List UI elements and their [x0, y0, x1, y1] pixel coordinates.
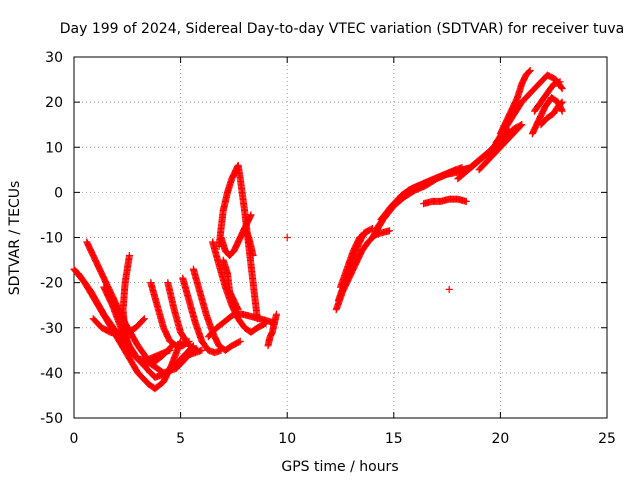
- series-arc-5: [89, 315, 148, 338]
- series-arc-13: [215, 161, 261, 323]
- data-point: [525, 67, 533, 75]
- series-arc-17: [264, 310, 280, 350]
- data-point: [556, 78, 564, 86]
- y-tick-label: 0: [54, 185, 63, 201]
- series-outlier-1: [283, 234, 291, 241]
- series-arc-32: [537, 98, 566, 129]
- data-point: [249, 252, 257, 259]
- data-point: [458, 164, 466, 172]
- y-tick-label: -10: [40, 231, 63, 247]
- axis-ticks: [73, 56, 608, 419]
- data-point: [283, 234, 291, 241]
- data-point: [166, 346, 174, 354]
- series-arc-23: [377, 164, 466, 223]
- series-arc-20: [337, 229, 370, 291]
- data-point: [139, 316, 147, 324]
- data-point: [234, 306, 242, 314]
- data-point: [526, 67, 534, 74]
- series-arc-9: [179, 274, 225, 357]
- data-point: [445, 285, 453, 293]
- x-tick-label: 25: [598, 431, 616, 447]
- chart-title: Day 199 of 2024, Sidereal Day-to-day VTE…: [60, 21, 624, 37]
- data-point: [557, 84, 565, 91]
- x-tick-label: 0: [70, 431, 79, 447]
- data-point: [361, 230, 369, 238]
- y-tick-label: 30: [45, 50, 63, 66]
- x-tick-label: 5: [176, 431, 185, 447]
- series-arc-10: [189, 265, 244, 354]
- data-point: [386, 227, 393, 235]
- data-point: [558, 98, 566, 106]
- data-point: [462, 197, 470, 205]
- series-arc-8: [164, 279, 202, 354]
- series-arc-27: [475, 121, 526, 174]
- y-axis-label: SDTVAR / TECUs: [7, 181, 23, 296]
- data-point: [236, 337, 244, 345]
- y-tick-label: 20: [45, 95, 63, 111]
- data-point: [558, 107, 566, 115]
- data-point: [194, 346, 202, 354]
- data-point: [517, 122, 525, 130]
- y-tick-label: -20: [40, 276, 63, 292]
- data-point: [557, 99, 565, 107]
- y-tick-label: -40: [40, 366, 63, 382]
- data-point: [253, 315, 261, 323]
- y-tick-label: -30: [40, 321, 63, 337]
- data-point: [273, 310, 280, 318]
- y-tick-label: 10: [45, 140, 63, 156]
- series-arc-16: [241, 225, 257, 259]
- data-point: [362, 229, 370, 237]
- series-arc-15: [219, 256, 242, 314]
- x-axis-label: GPS time / hours: [281, 459, 398, 475]
- y-tick-label: -50: [40, 411, 63, 427]
- data-point: [558, 85, 566, 93]
- series-arc-24: [420, 195, 470, 208]
- data-point: [247, 211, 255, 219]
- x-tick-label: 10: [278, 431, 296, 447]
- x-tick-label: 15: [385, 431, 403, 447]
- series-outlier-2: [445, 285, 453, 293]
- series-arc-29: [496, 67, 534, 138]
- data-marks: [70, 67, 566, 393]
- x-tick-label: 20: [491, 431, 509, 447]
- series-arc-6: [119, 252, 174, 363]
- series-arc-31: [531, 78, 564, 115]
- axis-tick-labels: 0 5 10 15 20 25 -50 -40 -30 -20 -10 0 10 20 30: [40, 50, 616, 447]
- data-point: [518, 121, 526, 129]
- data-point: [140, 315, 148, 323]
